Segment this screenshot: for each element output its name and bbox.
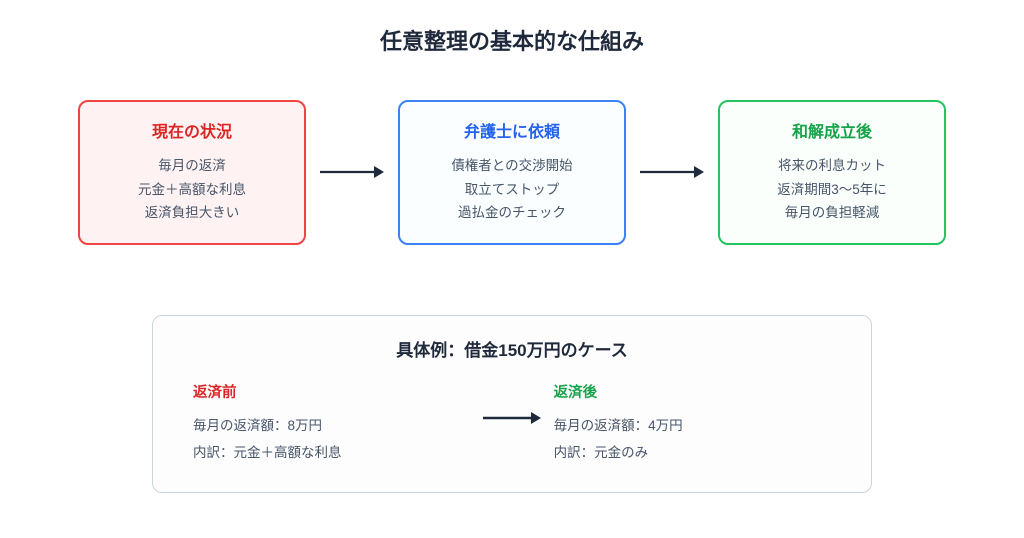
flow-box-line: 返済期間3〜5年に [732,178,932,202]
example-columns: 返済前 毎月の返済額：8万円 内訳：元金＋高額な利息 返済後 毎月の返済額：4万… [193,381,831,466]
example-line: 毎月の返済額：4万円 [554,412,831,439]
arrow-icon [640,161,704,183]
page-title: 任意整理の基本的な仕組み [60,24,964,56]
flow-box-line: 過払金のチェック [412,201,612,225]
diagram-container: 任意整理の基本的な仕組み 現在の状況 毎月の返済 元金＋高額な利息 返済負担大き… [0,0,1024,493]
flow-box-title: 現在の状況 [92,118,292,142]
flow-box-line: 毎月の返済 [92,154,292,178]
example-line: 毎月の返済額：8万円 [193,412,470,439]
arrow-icon [320,161,384,183]
example-col-label: 返済前 [193,381,470,402]
example-col-label: 返済後 [554,381,831,402]
flow-box-line: 将来の利息カット [732,154,932,178]
flow-box-current: 現在の状況 毎月の返済 元金＋高額な利息 返済負担大きい [78,100,306,245]
flow-box-settled: 和解成立後 将来の利息カット 返済期間3〜5年に 毎月の負担軽減 [718,100,946,245]
example-col-before: 返済前 毎月の返済額：8万円 内訳：元金＋高額な利息 [193,381,470,466]
flow-box-line: 取立てストップ [412,178,612,202]
example-box: 具体例：借金150万円のケース 返済前 毎月の返済額：8万円 内訳：元金＋高額な… [152,315,872,493]
arrow-icon [482,411,541,425]
flow-box-line: 債権者との交渉開始 [412,154,612,178]
flow-box-line: 毎月の負担軽減 [732,201,932,225]
example-col-after: 返済後 毎月の返済額：4万円 内訳：元金のみ [554,381,831,466]
flow-row: 現在の状況 毎月の返済 元金＋高額な利息 返済負担大きい 弁護士に依頼 債権者と… [60,100,964,245]
flow-box-lawyer: 弁護士に依頼 債権者との交渉開始 取立てストップ 過払金のチェック [398,100,626,245]
flow-box-line: 元金＋高額な利息 [92,178,292,202]
example-line: 内訳：元金＋高額な利息 [193,439,470,466]
example-title: 具体例：借金150万円のケース [193,336,831,361]
flow-box-title: 和解成立後 [732,118,932,142]
flow-box-title: 弁護士に依頼 [412,118,612,142]
example-line: 内訳：元金のみ [554,439,831,466]
flow-box-line: 返済負担大きい [92,201,292,225]
